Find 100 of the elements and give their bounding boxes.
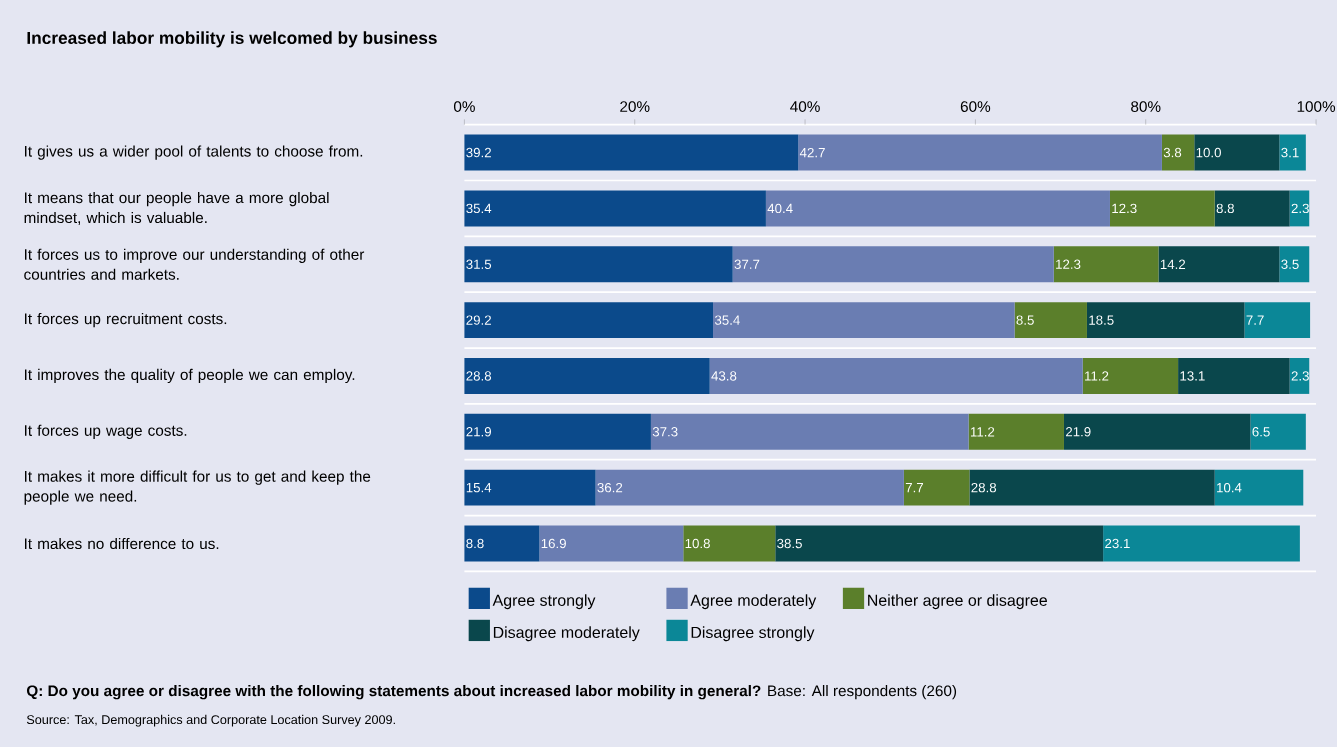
- y-tick-label: It makes it more difficult for us to get and keep the people we need.: [24, 470, 371, 505]
- data-label: 31.5: [466, 259, 492, 269]
- bar: [464, 358, 710, 394]
- data-label: 37.3: [652, 427, 678, 437]
- data-label: 28.8: [466, 371, 492, 381]
- data-label: 6.5: [1252, 427, 1270, 437]
- bar: [903, 469, 970, 506]
- y-tick-label: It makes no difference to us.: [25, 537, 219, 550]
- bar: [683, 525, 776, 562]
- x-tick-label: 40%: [790, 101, 820, 113]
- data-label: 21.9: [1065, 427, 1091, 437]
- bar: [595, 469, 904, 506]
- bar: [464, 134, 799, 171]
- bar: [464, 302, 714, 339]
- data-label: 3.8: [1163, 147, 1182, 158]
- y-tick-label: It means that our people have a more global mindset, which is valuable.: [24, 191, 329, 225]
- x-tick-label: 100%: [1297, 101, 1336, 113]
- bar: [1279, 246, 1310, 283]
- data-label: 28.8: [971, 482, 997, 493]
- data-label: 8.5: [1016, 315, 1034, 325]
- data-label: 42.7: [799, 147, 825, 158]
- y-tick-label: It forces up wage costs.: [25, 424, 187, 439]
- bar: [1244, 302, 1311, 339]
- data-label: 35.4: [466, 203, 492, 214]
- data-label: 11.2: [970, 427, 995, 437]
- data-label: 43.8: [711, 371, 737, 381]
- data-label: 12.3: [1112, 203, 1137, 214]
- bar: [798, 134, 1162, 171]
- bar: [1289, 190, 1310, 227]
- x-tick-label: 60%: [960, 101, 991, 113]
- bar: [1086, 302, 1245, 339]
- bar: [732, 246, 1054, 283]
- legend-label: Disagree strongly: [691, 626, 815, 642]
- bar: [1214, 469, 1304, 506]
- x-tick-label: 0%: [453, 101, 475, 113]
- data-label: 2.3: [1291, 203, 1309, 214]
- data-label: 8.8: [466, 538, 484, 549]
- legend-label: Agree moderately: [690, 594, 817, 610]
- text: Q: Do you agree or disagree with the following statements about increased labor mobility in general? Base: All respondents (260): [26, 685, 957, 700]
- bar: [1214, 190, 1290, 227]
- data-label: 7.7: [905, 483, 924, 493]
- bar: [464, 525, 540, 562]
- x-tick-label: 20%: [620, 101, 650, 113]
- data-label: 29.2: [466, 315, 491, 325]
- bar: [1014, 302, 1087, 339]
- bar: [464, 190, 766, 227]
- bar: [775, 525, 1104, 562]
- data-label: 16.9: [541, 538, 566, 549]
- data-label: 11.2: [1085, 371, 1109, 381]
- data-label: 37.7: [734, 259, 760, 269]
- data-label: 10.0: [1196, 147, 1221, 158]
- data-label: 10.8: [685, 538, 710, 549]
- y-tick-label: It gives us a wider pool of talents to choose from.: [25, 145, 363, 160]
- bar: [765, 190, 1110, 227]
- data-label: 39.2: [466, 147, 491, 158]
- text: Increased labor mobility is welcomed by business: [27, 31, 437, 48]
- bar: [1178, 358, 1290, 394]
- bar: [464, 413, 651, 450]
- bar: [969, 469, 1215, 506]
- data-label: 10.4: [1217, 482, 1242, 493]
- bar: [1109, 190, 1215, 227]
- data-label: 35.4: [714, 315, 740, 325]
- data-label: 23.1: [1105, 538, 1130, 549]
- data-label: 13.1: [1180, 371, 1205, 381]
- data-label: 3.1: [1281, 147, 1299, 158]
- bar: [1053, 246, 1159, 283]
- x-tick-label: 80%: [1131, 101, 1161, 113]
- data-label: 7.7: [1246, 315, 1264, 325]
- data-label: 21.9: [466, 427, 492, 437]
- bar: [1161, 134, 1195, 171]
- data-label: 8.8: [1216, 203, 1234, 214]
- y-tick-label: It forces up recruitment costs.: [25, 313, 227, 328]
- source-note: Source: Tax, Demographics and Corporate Location Survey 2009.: [26, 714, 395, 727]
- bar: [1158, 246, 1280, 283]
- bar: [464, 246, 733, 283]
- bar: [968, 413, 1064, 450]
- data-label: 15.4: [466, 483, 492, 493]
- y-tick-label: It forces us to improve our understanding of other countries and markets.: [24, 248, 365, 280]
- data-label: 38.5: [777, 538, 802, 549]
- bar: [1279, 134, 1306, 171]
- bar: [650, 413, 969, 450]
- bar: [1063, 413, 1251, 450]
- bar: [1250, 413, 1306, 450]
- legend-label: Disagree moderately: [493, 626, 640, 642]
- data-label: 2.3: [1291, 371, 1309, 381]
- bar: [464, 469, 596, 506]
- data-label: 12.3: [1056, 259, 1081, 269]
- bar: [539, 525, 684, 562]
- data-label: 40.4: [767, 203, 793, 214]
- bar: [709, 358, 1083, 394]
- data-label: 14.2: [1160, 259, 1186, 269]
- bar: [1194, 134, 1280, 171]
- data-label: 3.5: [1281, 259, 1299, 269]
- bar: [1103, 525, 1300, 562]
- data-label: 36.2: [597, 482, 623, 493]
- bar: [1082, 358, 1179, 394]
- legend-label: Neither agree or disagree: [868, 594, 1047, 610]
- bar: [713, 302, 1015, 339]
- legend-label: Agree strongly: [492, 594, 596, 610]
- data-label: 18.5: [1089, 315, 1114, 325]
